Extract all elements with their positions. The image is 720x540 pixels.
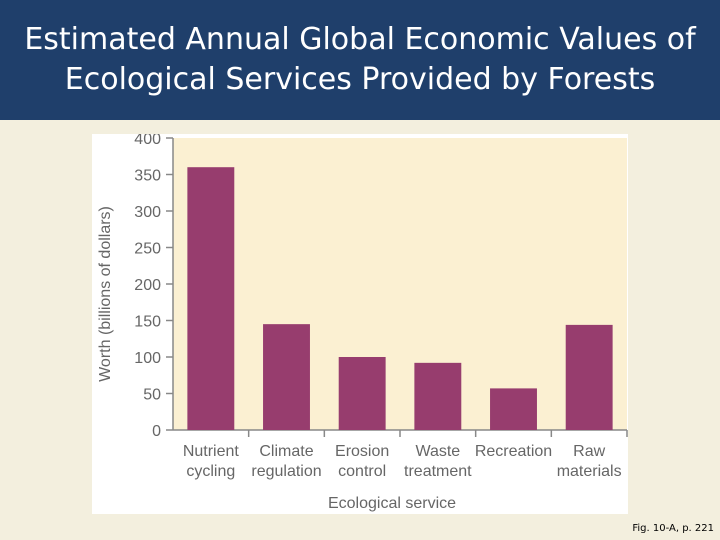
y-tick-label: 250 [134, 241, 161, 258]
x-tick-label: Raw [573, 443, 605, 460]
y-tick-label: 150 [134, 314, 161, 331]
bar-3 [414, 362, 462, 430]
x-tick-label: materials [557, 463, 622, 480]
x-tick-label: Climate [259, 443, 313, 460]
title-bar: Estimated Annual Global Economic Values … [0, 0, 720, 120]
x-tick-label: treatment [404, 463, 472, 480]
y-tick-label: 50 [143, 387, 161, 404]
bar-chart: 0 50 100 150 200 250 300 350 400 Worth (billions … [97, 134, 628, 512]
x-tick-label: Erosion [335, 443, 389, 460]
bar-0 [187, 167, 235, 430]
y-tick-label: 0 [152, 423, 161, 440]
chart-frame: 0 50 100 150 200 250 300 350 400 Worth (billions … [92, 134, 628, 514]
slide-title: Estimated Annual Global Economic Values … [24, 22, 696, 97]
x-tick-label: Waste [415, 443, 460, 460]
figure-caption: Fig. 10-A, p. 221 [632, 523, 714, 534]
x-tick-label: control [338, 463, 386, 480]
x-tick-label: cycling [186, 463, 235, 480]
x-axis-title: Ecological service [328, 495, 456, 512]
y-axis-title: Worth (billions of dollars) [97, 206, 114, 382]
bar-5 [565, 324, 613, 430]
y-tick-label: 100 [134, 350, 161, 367]
x-tick-label: regulation [251, 463, 321, 480]
bar-2 [338, 357, 386, 430]
y-tick-label: 300 [134, 204, 161, 221]
bar-1 [263, 324, 310, 430]
x-tick-label: Nutrient [183, 443, 240, 460]
y-tick-label: 400 [134, 134, 161, 148]
plot-area [173, 138, 627, 430]
x-tick-label: Recreation [475, 443, 552, 460]
y-tick-label: 350 [134, 168, 161, 185]
y-tick-label: 200 [134, 277, 161, 294]
bar-4 [490, 388, 537, 430]
